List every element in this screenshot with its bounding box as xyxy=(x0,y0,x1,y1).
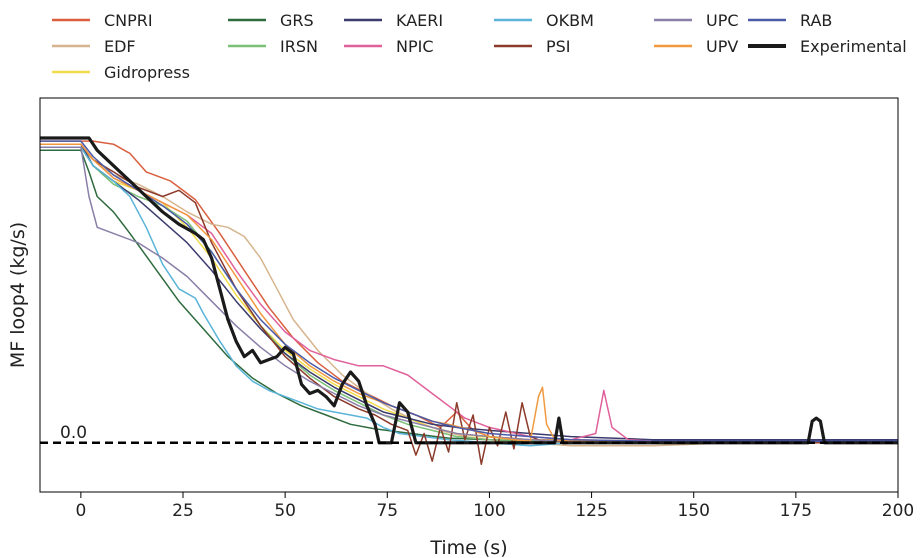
legend-label: IRSN xyxy=(280,37,318,56)
legend-label: RAB xyxy=(800,11,832,30)
legend-label: UPV xyxy=(706,37,738,56)
x-tick-label: 175 xyxy=(780,501,812,521)
series-line-upc xyxy=(40,146,898,442)
x-axis: 0 25 50 75 100 125 150 175 200 xyxy=(75,492,914,521)
x-tick-label: 50 xyxy=(274,501,296,521)
x-tick-label: 150 xyxy=(677,501,709,521)
series-line-psi xyxy=(40,143,898,466)
series-line-okbm xyxy=(40,146,898,447)
x-tick-label: 75 xyxy=(376,501,398,521)
legend-item-cnpri: CNPRI xyxy=(52,11,153,30)
series-line-kaeri xyxy=(40,143,898,441)
x-tick-label: 100 xyxy=(473,501,505,521)
legend: CNPRI EDF Gidropress GRS IRSN KAERI NPIC OKBM PS… xyxy=(52,11,907,82)
legend-item-upc: UPC xyxy=(654,11,739,30)
x-tick-label: 0 xyxy=(75,501,86,521)
legend-label: GRS xyxy=(280,11,314,30)
series-line-edf xyxy=(40,146,898,447)
plot-area xyxy=(40,136,898,466)
legend-item-kaeri: KAERI xyxy=(344,11,443,30)
legend-item-grs: GRS xyxy=(228,11,314,30)
legend-item-okbm: OKBM xyxy=(494,11,594,30)
legend-label: NPIC xyxy=(396,37,434,56)
legend-label: OKBM xyxy=(546,11,594,30)
legend-item-gidropress: Gidropress xyxy=(52,63,190,82)
x-axis-label: Time (s) xyxy=(429,537,507,558)
series-line-gidropress xyxy=(40,146,898,442)
legend-item-npic: NPIC xyxy=(344,37,434,56)
x-tick-label: 125 xyxy=(575,501,607,521)
x-tick-label: 25 xyxy=(172,501,194,521)
legend-label: EDF xyxy=(104,37,136,56)
reference-line-label: 0.0 xyxy=(60,423,87,443)
series-line-upv xyxy=(40,143,898,442)
legend-label: CNPRI xyxy=(104,11,153,30)
plot-frame xyxy=(39,97,899,493)
series-line-rab xyxy=(40,140,898,442)
series-line-cnpri xyxy=(40,140,898,442)
legend-item-irsn: IRSN xyxy=(228,37,318,56)
legend-label: PSI xyxy=(546,37,571,56)
legend-label: Gidropress xyxy=(104,63,190,82)
legend-label: Experimental xyxy=(800,37,907,56)
legend-item-rab: RAB xyxy=(748,11,832,30)
legend-item-experimental: Experimental xyxy=(748,37,907,56)
legend-label: KAERI xyxy=(396,11,443,30)
series-line-npic xyxy=(40,143,898,442)
legend-item-edf: EDF xyxy=(52,37,136,56)
legend-label: UPC xyxy=(706,11,739,30)
y-axis-label: MF loop4 (kg/s) xyxy=(7,222,29,368)
x-tick-label: 200 xyxy=(882,501,914,521)
legend-item-upv: UPV xyxy=(654,37,738,56)
series-line-experimental xyxy=(40,136,898,445)
series-line-irsn xyxy=(40,143,898,444)
legend-item-psi: PSI xyxy=(494,37,571,56)
